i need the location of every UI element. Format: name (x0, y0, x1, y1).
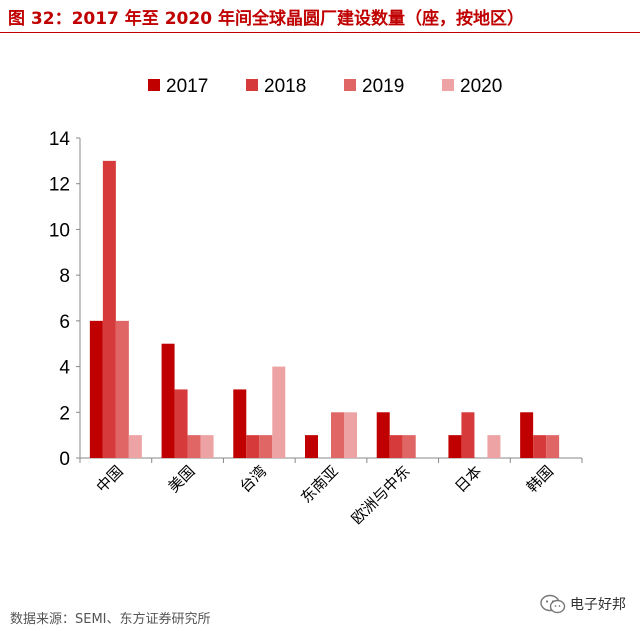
legend-label-2018: 2018 (264, 76, 306, 97)
bar-2020-2 (272, 366, 286, 458)
x-tick-label: 中国 (93, 462, 127, 496)
bar-2017-6 (520, 412, 534, 458)
bar-2018-5 (461, 412, 475, 458)
bar-2020-0 (128, 435, 142, 458)
page-title: 图 32：2017 年至 2020 年间全球晶圆厂建设数量（座，按地区） (8, 9, 524, 29)
bar-2018-1 (174, 389, 188, 458)
bar-2018-4 (389, 435, 403, 458)
y-tick-label: 6 (59, 312, 70, 333)
bar-2019-1 (187, 435, 201, 458)
x-tick-label: 日本 (451, 462, 485, 496)
legend-swatch-2018 (246, 79, 258, 91)
watermark: 电子好邦 (540, 594, 626, 614)
bar-2017-1 (161, 343, 175, 458)
bar-2019-2 (259, 435, 273, 458)
bar-2017-0 (89, 320, 103, 458)
y-tick-label: 14 (49, 129, 71, 150)
legend-label-2020: 2020 (460, 76, 502, 97)
watermark-text: 电子好邦 (570, 597, 626, 613)
bar-2020-5 (487, 435, 501, 458)
bar-2017-3 (305, 435, 318, 458)
y-tick-label: 0 (59, 449, 70, 470)
legend-swatch-2020 (442, 79, 454, 91)
y-tick-label: 2 (59, 403, 70, 424)
bar-2017-4 (376, 412, 390, 458)
bar-2018-0 (102, 160, 116, 458)
bar-2019-0 (115, 320, 129, 458)
bar-2017-5 (448, 435, 462, 458)
legend-swatch-2017 (148, 79, 160, 91)
wechat-icon (540, 594, 566, 614)
bar-2019-4 (402, 435, 416, 458)
x-tick-label: 欧洲与中东 (348, 462, 414, 528)
bar-2020-3 (344, 412, 357, 458)
bar-2018-2 (246, 435, 260, 458)
x-tick-label: 韩国 (523, 462, 557, 496)
bar-2017-2 (233, 389, 247, 458)
legend-swatch-2019 (344, 79, 356, 91)
y-tick-label: 10 (49, 220, 70, 241)
y-tick-label: 4 (59, 358, 70, 379)
bar-chart: 0 2 4 6 8 10 12 14 中国 美国 台湾 东南亚 欧洲与中东 日本 韩国 2017 2018 201… (49, 76, 583, 528)
bar-2018-6 (533, 435, 547, 458)
y-tick-label: 12 (49, 175, 70, 196)
source-note: 数据来源：SEMI、东方证券研究所 (10, 612, 211, 627)
title-divider (0, 32, 640, 33)
x-tick-label: 台湾 (236, 462, 270, 496)
legend-label-2019: 2019 (362, 76, 404, 97)
bar-2019-6 (546, 435, 560, 458)
x-tick-label: 美国 (164, 462, 198, 496)
legend-label-2017: 2017 (166, 76, 208, 97)
x-tick-label: 东南亚 (297, 462, 342, 507)
bar-2019-3 (331, 412, 344, 458)
y-tick-label: 8 (59, 266, 70, 287)
bar-2020-1 (200, 435, 214, 458)
